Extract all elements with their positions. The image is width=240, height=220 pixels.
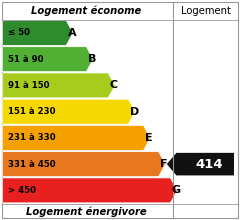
Text: C: C <box>110 80 118 90</box>
Text: ≤ 50: ≤ 50 <box>8 28 30 37</box>
Text: D: D <box>130 107 139 117</box>
Polygon shape <box>2 47 93 72</box>
Text: 331 à 450: 331 à 450 <box>8 160 56 169</box>
Polygon shape <box>2 99 135 124</box>
Text: B: B <box>88 54 96 64</box>
Text: E: E <box>145 133 153 143</box>
Polygon shape <box>2 20 73 45</box>
Text: 91 à 150: 91 à 150 <box>8 81 50 90</box>
Text: > 450: > 450 <box>8 186 36 195</box>
Text: Logement: Logement <box>181 6 231 16</box>
Text: F: F <box>160 159 168 169</box>
Polygon shape <box>2 152 165 177</box>
Text: Logement énergivore: Logement énergivore <box>26 206 147 217</box>
Polygon shape <box>2 178 177 203</box>
Text: G: G <box>172 185 181 195</box>
Polygon shape <box>2 73 115 98</box>
Text: 51 à 90: 51 à 90 <box>8 55 44 64</box>
Text: 231 à 330: 231 à 330 <box>8 133 56 142</box>
Text: A: A <box>68 28 76 38</box>
Text: 414: 414 <box>195 158 223 171</box>
Text: Logement économe: Logement économe <box>31 5 142 16</box>
Polygon shape <box>167 153 234 175</box>
Polygon shape <box>2 125 150 150</box>
Text: 151 à 230: 151 à 230 <box>8 107 56 116</box>
